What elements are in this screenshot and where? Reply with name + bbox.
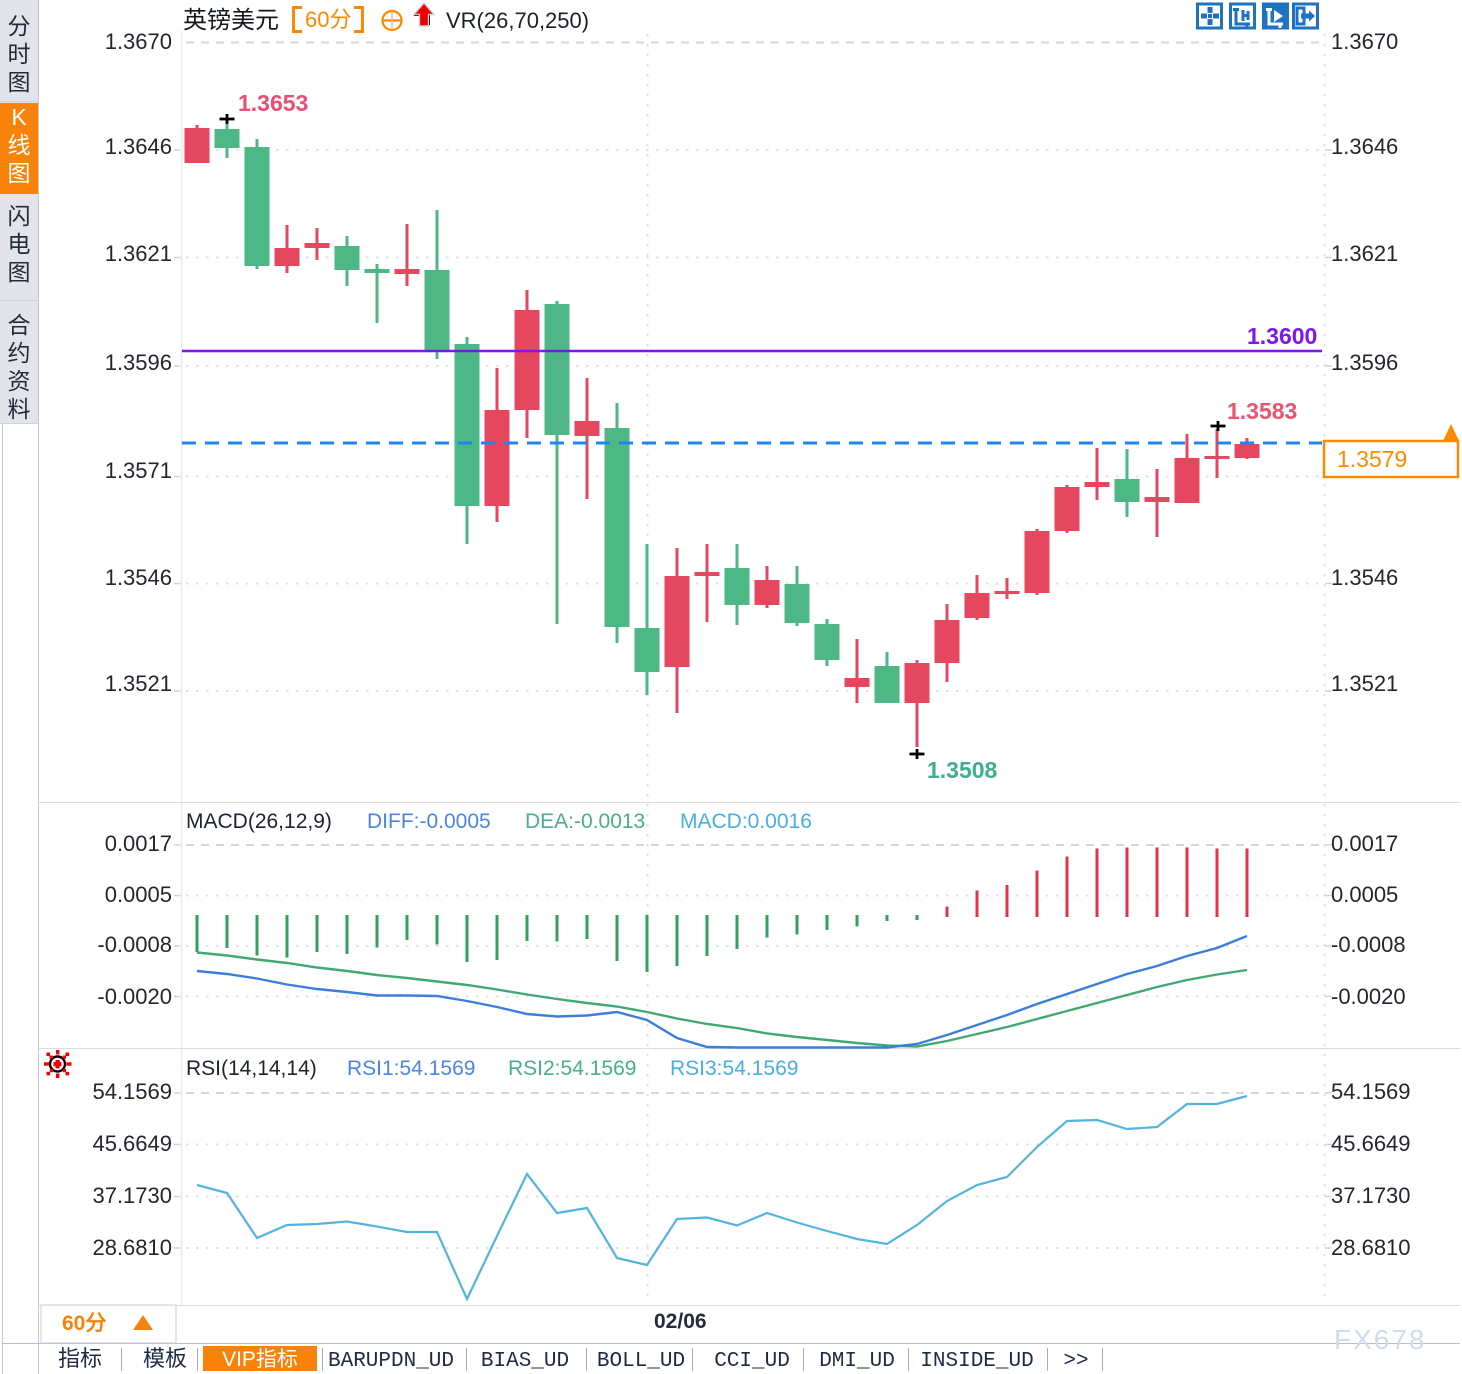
svg-text:CCI_UD: CCI_UD <box>714 1350 790 1373</box>
svg-text:MACD:0.0016: MACD:0.0016 <box>680 810 812 833</box>
svg-text:-0.0008: -0.0008 <box>97 932 172 957</box>
svg-text:-0.0008: -0.0008 <box>1331 932 1406 957</box>
svg-text:02/06: 02/06 <box>654 1310 707 1333</box>
svg-text:1.3653: 1.3653 <box>238 90 308 116</box>
svg-text:1.3571: 1.3571 <box>105 458 172 483</box>
svg-text:分: 分 <box>8 13 31 39</box>
svg-text:英镑美元: 英镑美元 <box>183 7 279 34</box>
svg-text:合: 合 <box>8 312 31 338</box>
svg-text:-0.0020: -0.0020 <box>97 984 172 1009</box>
svg-text:BOLL_UD: BOLL_UD <box>597 1350 685 1373</box>
svg-text:1.3600: 1.3600 <box>1247 323 1317 349</box>
svg-text:-0.0020: -0.0020 <box>1331 984 1406 1009</box>
svg-text:RSI(14,14,14): RSI(14,14,14) <box>186 1057 317 1080</box>
svg-text:1.3596: 1.3596 <box>105 350 172 375</box>
svg-text:>>: >> <box>1063 1350 1088 1373</box>
svg-text:45.6649: 45.6649 <box>1331 1131 1411 1156</box>
svg-text:54.1569: 54.1569 <box>1331 1079 1411 1104</box>
svg-text:1.3521: 1.3521 <box>105 671 172 696</box>
svg-text:模板: 模板 <box>143 1346 187 1371</box>
svg-text:0.0005: 0.0005 <box>105 882 172 907</box>
svg-text:VIP指标: VIP指标 <box>222 1348 298 1371</box>
svg-text:图: 图 <box>8 259 31 285</box>
svg-text:指标: 指标 <box>58 1346 102 1371</box>
svg-text:60分: 60分 <box>305 7 351 32</box>
svg-text:1.3621: 1.3621 <box>105 241 172 266</box>
svg-text:BARUPDN_UD: BARUPDN_UD <box>328 1350 454 1373</box>
svg-text:37.1730: 37.1730 <box>1331 1183 1411 1208</box>
svg-text:28.6810: 28.6810 <box>1331 1235 1411 1260</box>
svg-text:RSI1:54.1569: RSI1:54.1569 <box>347 1057 475 1080</box>
svg-text:闪: 闪 <box>8 203 31 229</box>
svg-text:FX678: FX678 <box>1334 1324 1427 1355</box>
svg-text:60分: 60分 <box>62 1312 106 1335</box>
svg-text:资: 资 <box>8 368 31 394</box>
svg-text:54.1569: 54.1569 <box>92 1079 172 1104</box>
svg-text:1.3646: 1.3646 <box>105 134 172 159</box>
svg-text:RSI3:54.1569: RSI3:54.1569 <box>670 1057 798 1080</box>
svg-text:1.3508: 1.3508 <box>927 757 998 783</box>
svg-text:1.3670: 1.3670 <box>1331 29 1398 54</box>
svg-text:料: 料 <box>8 396 31 422</box>
svg-text:BIAS_UD: BIAS_UD <box>481 1350 569 1373</box>
svg-text:时: 时 <box>8 41 31 67</box>
svg-text:28.6810: 28.6810 <box>92 1235 172 1260</box>
svg-text:K: K <box>11 104 27 130</box>
svg-text:37.1730: 37.1730 <box>92 1183 172 1208</box>
svg-text:0.0017: 0.0017 <box>105 831 172 856</box>
svg-text:INSIDE_UD: INSIDE_UD <box>920 1350 1033 1373</box>
svg-text:1.3583: 1.3583 <box>1227 398 1297 424</box>
svg-text:45.6649: 45.6649 <box>92 1131 172 1156</box>
svg-text:MACD(26,12,9): MACD(26,12,9) <box>186 810 332 833</box>
svg-text:DMI_UD: DMI_UD <box>819 1350 895 1373</box>
svg-text:电: 电 <box>8 231 31 257</box>
svg-text:1.3579: 1.3579 <box>1337 446 1407 472</box>
svg-text:RSI2:54.1569: RSI2:54.1569 <box>508 1057 636 1080</box>
svg-text:约: 约 <box>8 340 31 366</box>
svg-text:1.3621: 1.3621 <box>1331 241 1398 266</box>
svg-text:线: 线 <box>8 132 31 158</box>
svg-text:DIFF:-0.0005: DIFF:-0.0005 <box>367 810 491 833</box>
svg-text:1.3646: 1.3646 <box>1331 134 1398 159</box>
svg-text:1.3546: 1.3546 <box>1331 565 1398 590</box>
svg-text:DEA:-0.0013: DEA:-0.0013 <box>525 810 645 833</box>
svg-text:0.0017: 0.0017 <box>1331 831 1398 856</box>
svg-text:1.3596: 1.3596 <box>1331 350 1398 375</box>
svg-text:1.3670: 1.3670 <box>105 29 172 54</box>
svg-text:0.0005: 0.0005 <box>1331 882 1398 907</box>
svg-text:图: 图 <box>8 69 31 95</box>
svg-text:图: 图 <box>8 160 31 186</box>
svg-text:VR(26,70,250): VR(26,70,250) <box>446 8 589 33</box>
svg-text:1.3521: 1.3521 <box>1331 671 1398 696</box>
svg-text:1.3546: 1.3546 <box>105 565 172 590</box>
